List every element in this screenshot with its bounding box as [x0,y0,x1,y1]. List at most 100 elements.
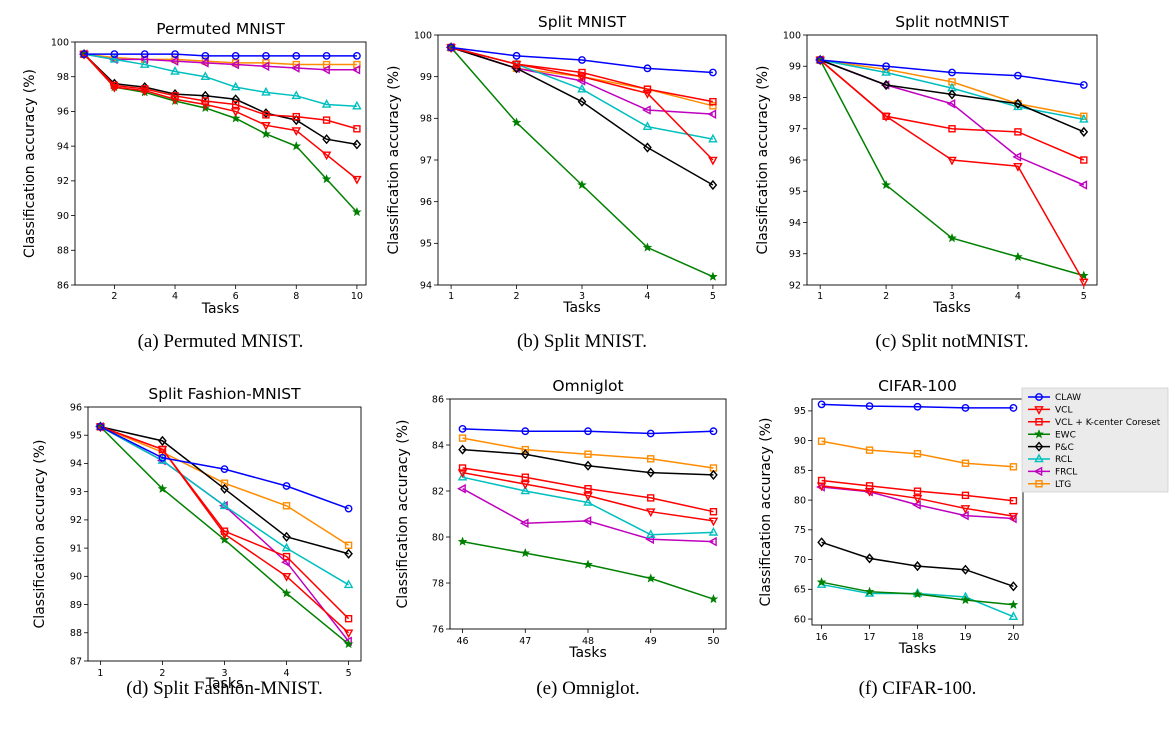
data-point [230,59,239,70]
data-point [322,51,331,60]
data-point [230,81,241,91]
panel-caption: (a) Permuted MNIST. [138,331,304,352]
y-tick-label: 95 [420,239,432,250]
series-line-vcl-k-center-coreset [821,479,1014,502]
y-tick-label: 100 [414,30,432,41]
y-tick-label: 100 [51,37,69,48]
data-point [961,564,970,575]
chart-panel-cifar-100: 16 17 18 19 20 60 65 70 75 80 85 90 95 CIFAR-100 Tasks… [758,377,1024,699]
y-tick-label: 91 [70,543,82,554]
legend-entry-p-c: P&C [1028,441,1074,453]
data-point [262,111,270,119]
legend-marker [1034,406,1044,415]
data-point [960,505,971,514]
y-tick-label: 96 [789,155,801,166]
series-p-c [817,537,1018,592]
data-point [343,579,354,589]
x-tick-label: 50 [707,636,719,647]
data-point [1012,152,1022,162]
series-rcl [457,471,719,538]
y-tick-label: 89 [70,600,82,611]
data-point [458,464,467,472]
data-point [708,594,719,604]
data-point [577,96,587,107]
data-point [947,156,957,166]
y-tick-label: 92 [789,280,801,291]
legend: CLAW VCL VCL + K-center Coreset EWC P&C RCL FR… [1021,387,1169,493]
data-point [260,61,270,72]
data-point [912,500,921,510]
chart-panel-split-notmnist: 1 2 3 4 5 92 93 94 95 96 97 98 99 100 Split notMNIST Ta… [755,13,1098,352]
series-claw [80,50,361,60]
data-point [961,459,970,467]
data-point [577,83,587,93]
series-line-ltg [462,437,714,469]
x-tick-label: 3 [949,291,955,302]
data-point [231,51,240,60]
data-point [200,71,211,81]
plot-frame [449,398,727,630]
data-point [645,529,656,538]
x-tick-label: 48 [582,636,594,647]
series-vcl-k-center-coreset [817,476,1018,505]
data-point [520,449,530,460]
legend-marker [1035,418,1043,426]
data-point [262,51,270,60]
data-point [282,482,291,490]
data-point [816,56,825,64]
data-point [1079,81,1088,89]
legend-label: RCL [1055,455,1072,465]
data-point [948,68,956,77]
panel-caption: (e) Omniglot. [536,678,639,699]
data-point [458,424,467,433]
data-point [321,174,332,184]
data-point [140,50,149,59]
x-tick-label: 3 [579,291,585,302]
x-tick-label: 5 [1081,291,1087,302]
y-axis-label: Classification accuracy (%) [32,440,48,629]
x-tick-label: 49 [645,636,657,647]
legend-marker [1035,480,1043,488]
data-point [584,485,592,493]
y-tick-label: 87 [70,656,82,667]
legend-label: EWC [1055,430,1076,440]
y-axis-label: Classification accuracy (%) [755,66,771,255]
x-tick-label: 3 [221,668,227,679]
data-point [520,480,531,490]
data-point [707,536,717,547]
y-tick-label: 96 [420,197,432,208]
data-point [913,561,922,572]
y-tick-label: 80 [794,495,806,506]
x-tick-label: 1 [448,291,454,302]
legend-entry-rcl: RCL [1028,453,1072,465]
y-tick-label: 86 [432,394,444,405]
y-tick-label: 80 [432,532,444,543]
data-point [220,479,229,487]
data-point [881,67,891,76]
data-point [219,500,230,510]
x-tick-label: 46 [456,636,468,647]
y-tick-label: 94 [789,218,801,229]
data-point [647,455,655,463]
series-ewc [816,577,1019,609]
series-p-c [458,444,718,480]
series-line-rcl [462,476,714,536]
data-point [578,56,586,64]
y-tick-label: 95 [70,431,82,442]
data-point [960,594,971,605]
y-tick-label: 94 [420,280,432,291]
data-point [201,51,210,60]
data-point [343,639,354,649]
data-point [343,629,354,639]
data-point [457,469,468,479]
data-point [220,483,229,494]
data-point [865,402,874,411]
data-point [512,51,521,60]
data-point [1078,180,1088,190]
data-point [913,487,922,495]
legend-label: VCL [1055,406,1072,416]
y-tick-label: 88 [57,246,69,257]
data-point [882,62,890,71]
data-point [170,66,180,75]
